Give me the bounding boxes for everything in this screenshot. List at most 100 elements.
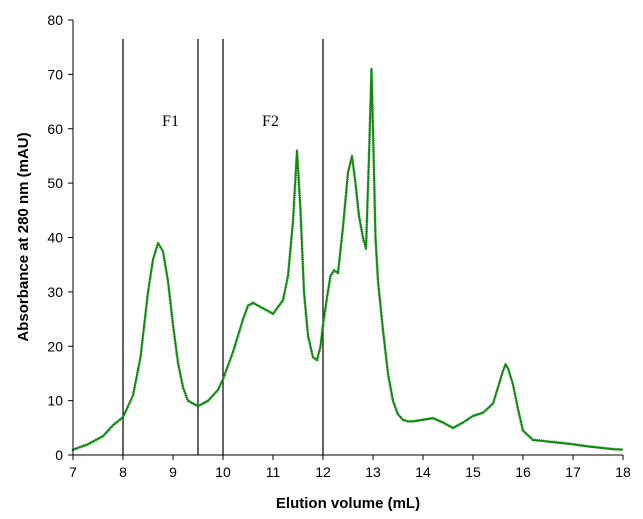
data-point-marker <box>346 174 350 178</box>
data-point-marker <box>503 362 508 366</box>
data-point-marker <box>507 368 511 372</box>
data-point-marker <box>443 421 447 425</box>
data-point-marker <box>128 399 132 403</box>
data-point-marker <box>165 274 169 278</box>
data-point-marker <box>601 446 605 450</box>
data-point-marker <box>300 243 304 247</box>
data-point-marker <box>592 445 597 449</box>
data-point-marker <box>148 279 152 283</box>
data-point-marker <box>370 107 375 111</box>
data-point-marker <box>291 221 295 225</box>
x-tick-label: 7 <box>69 464 77 480</box>
data-point-marker <box>368 125 372 129</box>
data-point-marker <box>373 200 377 204</box>
data-point-marker <box>331 270 335 274</box>
data-point-marker <box>302 283 306 287</box>
data-point-marker <box>235 335 239 339</box>
x-tick-label: 18 <box>615 464 631 480</box>
data-point-marker <box>499 375 503 379</box>
data-point-marker <box>546 439 550 443</box>
data-point-marker <box>354 185 358 189</box>
data-point-marker <box>170 318 175 322</box>
data-point-marker <box>248 302 252 306</box>
data-point-marker <box>125 407 129 411</box>
data-point-marker <box>382 336 386 340</box>
data-point-marker <box>149 268 153 272</box>
data-point-marker <box>360 229 364 233</box>
data-point-marker <box>388 382 392 386</box>
data-point-marker <box>105 429 109 433</box>
data-point-marker <box>292 206 296 210</box>
data-point-marker <box>290 225 294 229</box>
data-point-marker <box>285 278 289 282</box>
data-point-marker <box>321 324 325 328</box>
data-point-marker <box>171 327 176 331</box>
data-point-marker <box>140 337 145 341</box>
data-point-marker <box>390 394 394 398</box>
data-point-marker <box>294 173 298 176</box>
annotations: F1 F2 <box>162 113 279 130</box>
data-point-marker <box>365 211 369 215</box>
data-point-marker <box>371 115 375 119</box>
data-point-marker <box>373 231 377 235</box>
data-point-marker <box>296 164 300 168</box>
data-point-marker <box>290 234 294 238</box>
data-point-marker <box>338 255 342 259</box>
data-point-marker <box>164 266 168 270</box>
data-point-marker <box>174 345 178 349</box>
data-point-marker <box>272 310 276 314</box>
data-point-marker <box>364 228 369 232</box>
data-point-marker <box>167 292 172 296</box>
data-point-marker <box>367 143 371 147</box>
data-point-marker <box>445 422 449 426</box>
data-point-marker <box>138 357 142 361</box>
data-point-marker <box>134 378 138 382</box>
data-point-marker <box>345 185 349 189</box>
data-point-marker <box>298 195 302 199</box>
data-point-marker <box>139 353 143 357</box>
data-point-marker <box>289 238 293 242</box>
data-point-marker <box>306 329 310 333</box>
data-point-marker <box>514 398 518 402</box>
data-point-marker <box>179 374 183 378</box>
data-point-marker <box>232 347 236 351</box>
data-point-marker <box>371 144 376 148</box>
data-point-marker <box>391 396 395 400</box>
data-point-marker <box>304 309 308 313</box>
data-point-marker <box>521 428 525 432</box>
data-point-marker <box>399 416 403 420</box>
data-point-marker <box>166 283 171 287</box>
data-point-marker <box>367 145 371 149</box>
data-point-marker <box>431 416 435 420</box>
data-point-marker <box>178 369 182 373</box>
data-point-marker <box>493 395 497 399</box>
data-point-marker <box>613 447 617 451</box>
data-point-marker <box>435 417 439 421</box>
data-point-marker <box>291 214 295 218</box>
data-point-marker <box>516 406 520 410</box>
data-point-marker <box>104 431 108 435</box>
y-tick-label: 80 <box>47 12 63 28</box>
data-point-marker <box>365 204 369 208</box>
data-point-marker <box>342 216 346 220</box>
data-point-marker <box>311 355 315 359</box>
data-point-marker <box>155 245 159 249</box>
data-point-marker <box>378 303 383 307</box>
data-point-marker <box>344 192 348 196</box>
data-point-marker <box>339 238 344 242</box>
data-point-marker <box>300 234 304 238</box>
data-point-marker <box>307 337 311 341</box>
data-point-marker <box>378 301 382 305</box>
data-point-marker <box>168 294 172 298</box>
data-point-marker <box>368 117 372 121</box>
data-point-marker <box>287 267 291 271</box>
data-point-marker <box>372 162 376 166</box>
data-point-marker <box>101 434 105 438</box>
data-point-marker <box>380 314 384 318</box>
data-point-marker <box>307 340 312 344</box>
data-point-marker <box>293 177 297 181</box>
data-point-marker <box>384 358 389 362</box>
data-point-marker <box>153 251 157 255</box>
data-point-marker <box>459 421 463 425</box>
data-point-marker <box>561 441 565 445</box>
